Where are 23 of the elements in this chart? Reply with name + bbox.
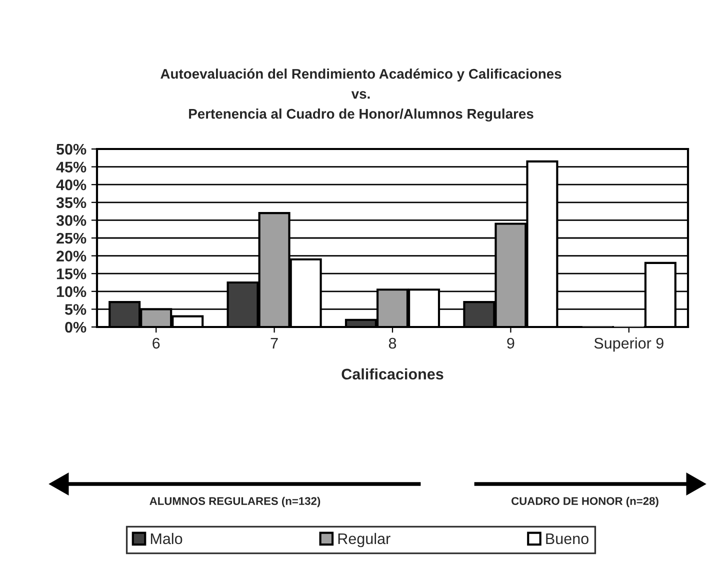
y-tick-label: 0% bbox=[65, 322, 86, 333]
y-tick-label: 15% bbox=[56, 268, 86, 280]
x-tick-label: 7 bbox=[270, 338, 278, 348]
x-tick-label: 8 bbox=[388, 338, 396, 349]
legend-label: Bueno bbox=[546, 533, 588, 544]
y-tick-label: 45% bbox=[56, 162, 86, 172]
y-tick-label: 30% bbox=[56, 215, 86, 226]
text: ALUMNOS REGULARES (n=132) bbox=[150, 496, 320, 508]
y-tick-label: 25% bbox=[56, 232, 86, 244]
x-tick-label: 9 bbox=[507, 338, 514, 349]
y-tick-label: 40% bbox=[56, 179, 86, 190]
chart-title: Autoevaluación del Rendimiento Académico y Calificaciones vs. Pertenencia al Cuadro de Honor/Alumnos Regulares bbox=[160, 68, 562, 122]
y-tick-label: 35% bbox=[56, 197, 86, 208]
legend-label: Malo bbox=[150, 532, 182, 544]
legend-label: Regular bbox=[338, 532, 390, 548]
y-tick-label: 10% bbox=[56, 286, 86, 298]
text: CUADRO DE HONOR (n=28) bbox=[512, 496, 658, 508]
x-tick-label: 6 bbox=[152, 338, 160, 349]
x-axis-title: Calificaciones bbox=[342, 368, 444, 380]
y-tick-label: 5% bbox=[64, 304, 86, 315]
y-tick-label: 20% bbox=[56, 250, 86, 262]
x-tick-label: Superior 9 bbox=[594, 337, 664, 352]
y-tick-label: 50% bbox=[56, 144, 86, 155]
